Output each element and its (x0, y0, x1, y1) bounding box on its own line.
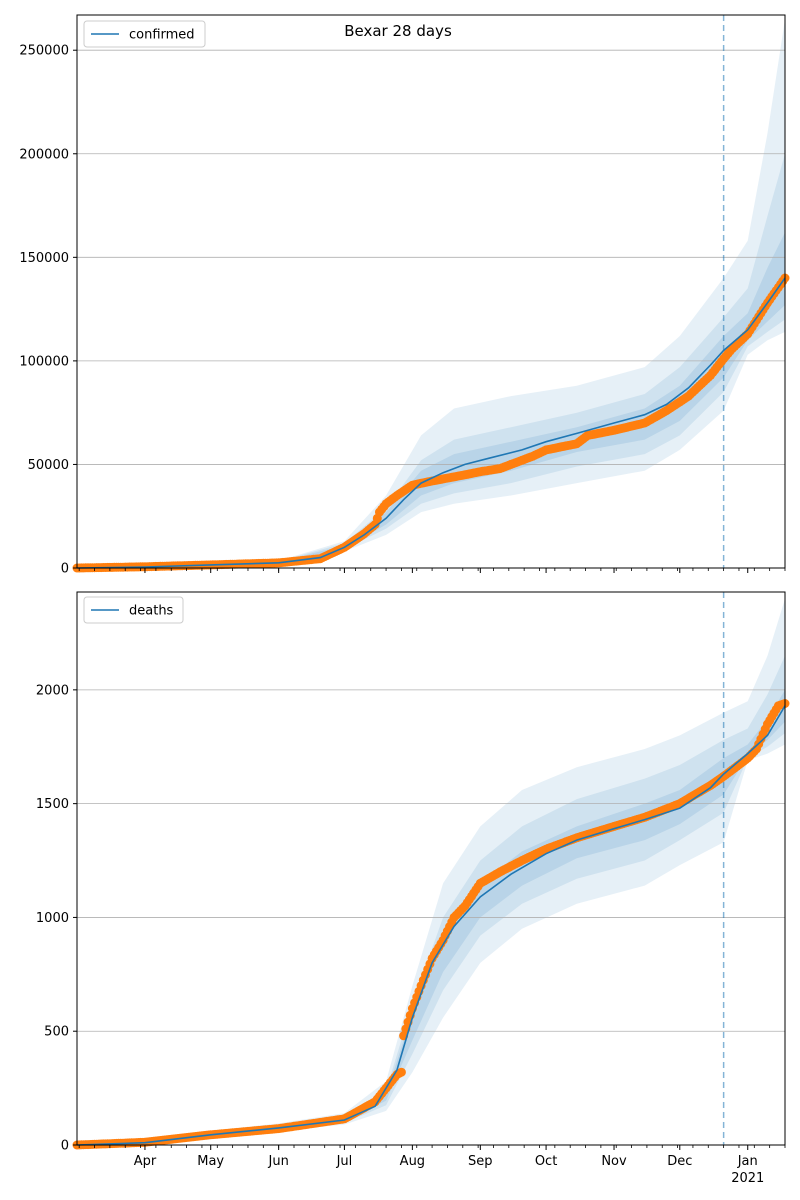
x-tick-label: Aug (400, 1154, 425, 1169)
x-tick-label: May (197, 1154, 224, 1169)
chart-title: Bexar 28 days (344, 22, 452, 40)
deaths-model-lines (76, 705, 786, 1146)
deaths-axes-frame (76, 591, 786, 1146)
y-tick-label: 250000 (19, 44, 69, 59)
y-tick-label: 500 (44, 1025, 69, 1040)
deaths-legend: deaths (83, 596, 184, 624)
x-tick-label: Nov (601, 1154, 627, 1169)
y-tick-label: 50000 (28, 458, 69, 473)
x-tick-label: Dec (667, 1154, 692, 1169)
y-tick-label: 100000 (19, 354, 69, 369)
x-tick-label: Jul (336, 1154, 353, 1169)
observed-point (396, 1067, 406, 1077)
legend-label: deaths (129, 604, 174, 619)
legend-box (83, 20, 206, 48)
x-year-label: 2021 (731, 1171, 764, 1186)
x-tick-label: Apr (134, 1154, 157, 1169)
y-tick-label: 150000 (19, 251, 69, 266)
series-line-deaths (76, 705, 786, 1146)
y-tick-label: 1500 (36, 797, 69, 812)
band-outer (77, 598, 785, 1145)
deaths-panel: 0 500 1000 1500 2000 Apr May Jun Jul Aug Sep Oct No… (36, 591, 790, 1186)
confirmed-x-axis (78, 568, 786, 573)
confirmed-y-axis: 0 50000 100000 150000 200000 250000 (19, 44, 77, 577)
x-tick-label: Oct (535, 1154, 557, 1169)
confirmed-axes-frame (76, 14, 786, 569)
x-tick-label: Sep (468, 1154, 493, 1169)
deaths-uncertainty-bands (77, 598, 785, 1145)
y-tick-label: 2000 (36, 683, 69, 698)
x-tick-label: Jan (737, 1154, 758, 1169)
confirmed-observed-points (72, 273, 790, 573)
y-tick-label: 0 (61, 1139, 69, 1154)
series-line-confirmed (76, 277, 786, 569)
y-tick-label: 0 (61, 562, 69, 577)
y-tick-label: 200000 (19, 147, 69, 162)
deaths-y-axis: 0 500 1000 1500 2000 (36, 683, 77, 1154)
confirmed-model-lines (76, 277, 786, 569)
confirmed-legend: confirmed (83, 20, 206, 48)
deaths-x-axis: Apr May Jun Jul Aug Sep Oct Nov Dec Jan 2021 (78, 1145, 786, 1186)
y-tick-label: 1000 (36, 911, 69, 926)
legend-label: confirmed (129, 28, 195, 43)
legend-box (83, 596, 184, 624)
confirmed-panel: 0 50000 100000 150000 200000 250000 confirmed… (19, 14, 790, 577)
x-tick-label: Jun (268, 1154, 289, 1169)
